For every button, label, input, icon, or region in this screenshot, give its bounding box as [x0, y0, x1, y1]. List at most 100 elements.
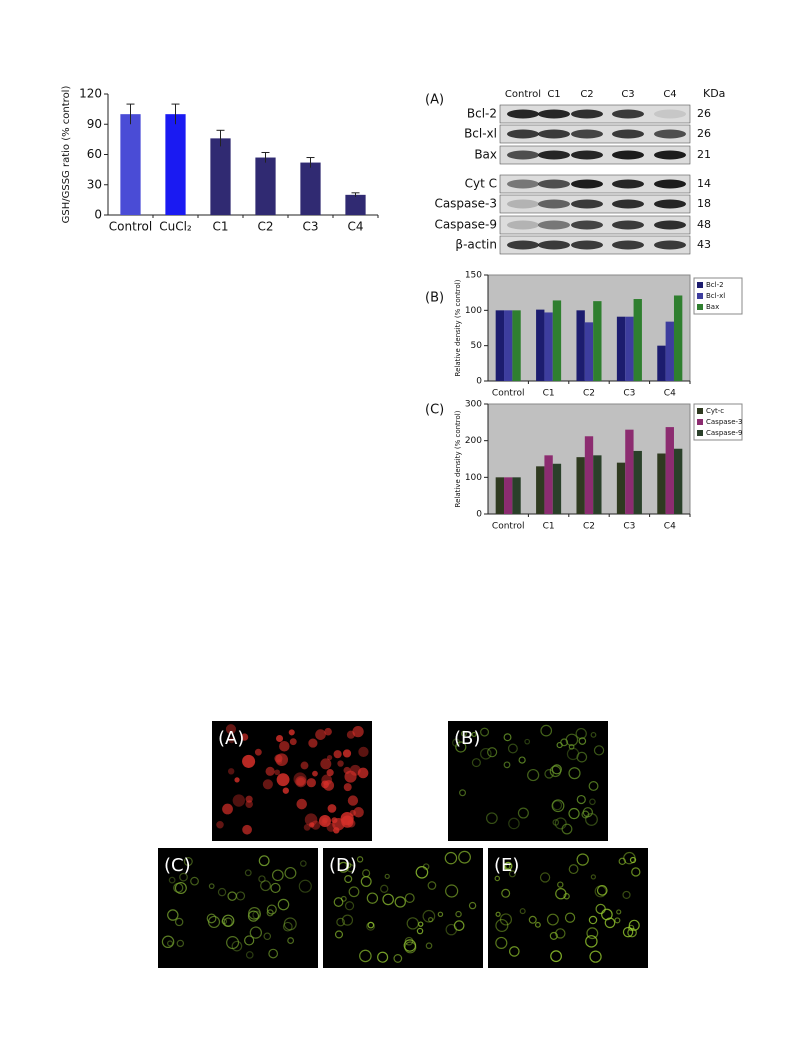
cell: [377, 951, 389, 963]
bar: [504, 477, 513, 514]
cell: [346, 863, 355, 873]
blot-band: [507, 150, 539, 160]
legend-swatch: [697, 430, 703, 436]
bar: [584, 436, 594, 514]
cell: [552, 819, 560, 826]
cell: [585, 813, 598, 826]
cell: [217, 887, 227, 897]
blot-band: [612, 150, 644, 160]
cell: [551, 799, 565, 813]
panel-label: (B): [425, 291, 444, 306]
cell: [174, 881, 187, 895]
cell: [590, 874, 597, 880]
cell: [455, 741, 467, 753]
cell: [167, 909, 179, 921]
y-tick-label: 0: [476, 510, 482, 520]
legend-swatch: [697, 282, 703, 288]
blot-band: [654, 240, 686, 250]
x-tick-label: Control: [492, 389, 525, 399]
micrograph-label: (A): [218, 728, 244, 749]
cell: [263, 932, 272, 941]
cell: [554, 817, 567, 830]
cell: [495, 911, 501, 917]
cell: [234, 777, 240, 783]
legend-label: Cyt-c: [706, 407, 724, 415]
bar: [165, 114, 186, 215]
legend-label: Bcl-xl: [706, 292, 725, 300]
cell: [245, 951, 254, 959]
protein-label: Bcl-2: [467, 107, 497, 121]
cell: [518, 756, 526, 764]
cell: [262, 779, 273, 790]
cell: [321, 774, 333, 786]
cell: [534, 921, 541, 928]
cell: [616, 909, 622, 915]
cell: [318, 815, 331, 827]
cell: [564, 912, 576, 923]
cell: [527, 768, 540, 782]
bar: [552, 463, 562, 514]
cell: [348, 886, 360, 898]
bar: [576, 457, 585, 514]
blot-band: [654, 109, 686, 119]
legend-swatch: [697, 293, 703, 299]
cell: [353, 807, 364, 818]
lane-label: C4: [663, 89, 676, 100]
cell: [249, 926, 263, 939]
cell: [556, 741, 563, 749]
cell: [208, 883, 215, 890]
bar: [593, 301, 602, 381]
cell: [303, 823, 311, 831]
cell: [366, 892, 379, 904]
cell: [344, 901, 355, 911]
cell: [343, 783, 352, 792]
cell: [575, 727, 587, 740]
cell: [557, 881, 564, 888]
bar: [504, 310, 513, 381]
cell: [487, 747, 498, 758]
kda-label: 48: [697, 218, 711, 231]
protein-label: β-actin: [455, 238, 497, 252]
bar: [576, 310, 585, 381]
blot-band: [538, 109, 570, 119]
bar: [544, 455, 553, 514]
cell: [459, 789, 467, 797]
cell: [356, 856, 364, 863]
cell: [550, 950, 562, 963]
blot-band: [538, 179, 570, 189]
cell: [174, 917, 184, 927]
cell: [445, 884, 459, 898]
cell: [235, 891, 246, 901]
cell: [222, 914, 235, 927]
cell: [276, 773, 290, 787]
y-tick-label: 120: [79, 87, 102, 101]
kda-label: 18: [697, 197, 711, 210]
cell: [343, 766, 351, 774]
cell: [227, 768, 235, 775]
cell: [242, 754, 256, 768]
blot-band: [612, 109, 644, 119]
cell: [308, 738, 318, 748]
cell: [284, 866, 297, 879]
cell: [468, 901, 477, 910]
bar: [536, 466, 545, 514]
blot-band: [538, 220, 570, 230]
cell: [320, 758, 332, 770]
cell: [618, 857, 626, 866]
cell: [333, 827, 340, 834]
cell: [265, 766, 275, 776]
cell: [471, 731, 477, 738]
blot-band: [571, 129, 603, 139]
cell: [274, 754, 283, 763]
cell: [359, 949, 372, 963]
legend-swatch: [697, 304, 703, 310]
cell: [327, 804, 337, 813]
cell: [270, 882, 281, 894]
cell: [384, 873, 390, 879]
cell: [455, 910, 462, 918]
cell: [176, 939, 185, 948]
cell: [183, 857, 193, 867]
cell: [501, 888, 511, 898]
cell: [362, 869, 371, 878]
